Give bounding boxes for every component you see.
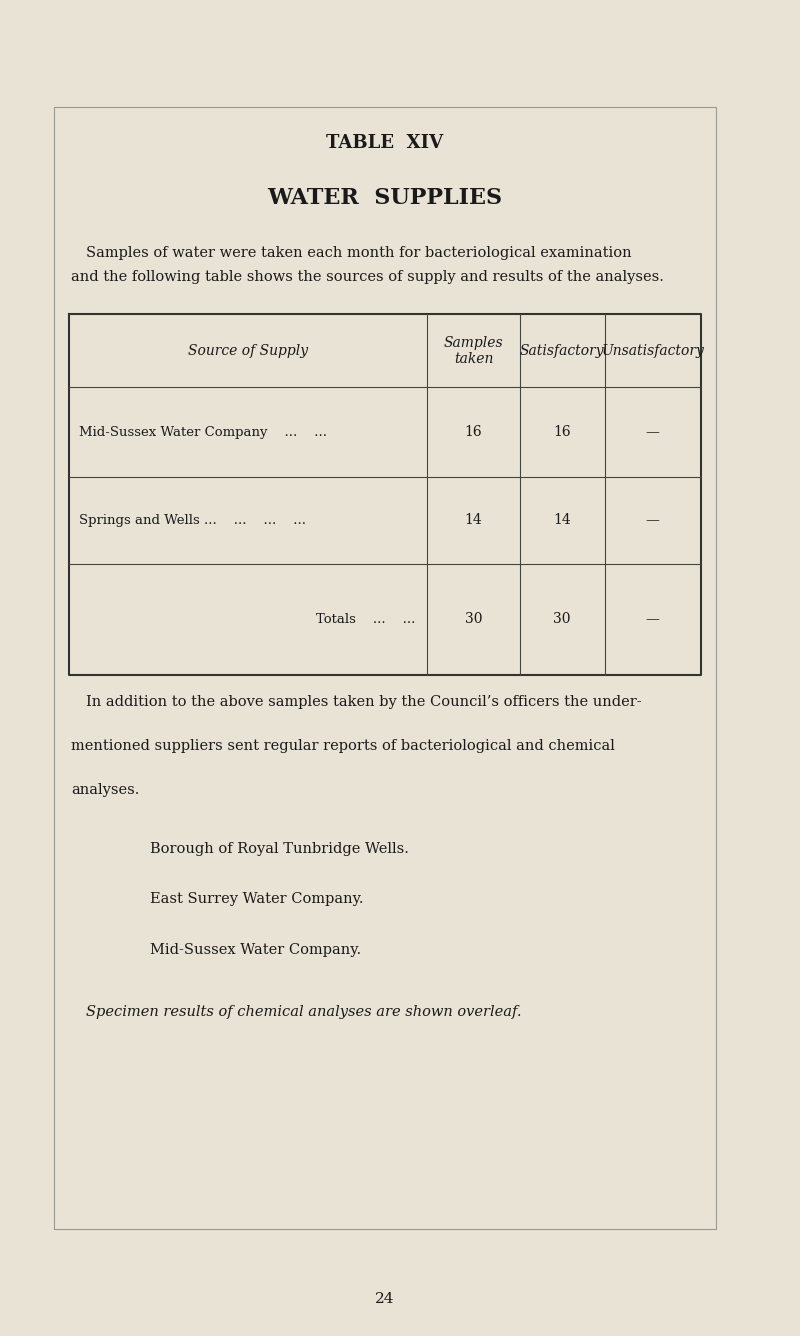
Text: 16: 16 <box>465 425 482 440</box>
Text: Unsatisfactory: Unsatisfactory <box>602 343 704 358</box>
Text: 30: 30 <box>465 612 482 627</box>
Text: Mid-Sussex Water Company.: Mid-Sussex Water Company. <box>150 943 362 957</box>
Text: 24: 24 <box>375 1292 394 1305</box>
Text: Specimen results of chemical analyses are shown overleaf.: Specimen results of chemical analyses ar… <box>86 1005 522 1018</box>
Text: —: — <box>646 425 659 440</box>
Text: Satisfactory: Satisfactory <box>520 343 605 358</box>
Text: WATER  SUPPLIES: WATER SUPPLIES <box>267 187 502 208</box>
Text: —: — <box>646 513 659 528</box>
Text: mentioned suppliers sent regular reports of bacteriological and chemical: mentioned suppliers sent regular reports… <box>71 739 614 752</box>
Text: 14: 14 <box>554 513 571 528</box>
Text: 16: 16 <box>554 425 571 440</box>
Text: East Surrey Water Company.: East Surrey Water Company. <box>150 892 364 906</box>
Text: Borough of Royal Tunbridge Wells.: Borough of Royal Tunbridge Wells. <box>150 842 409 855</box>
Text: 30: 30 <box>554 612 571 627</box>
Text: Samples
taken: Samples taken <box>444 335 503 366</box>
Text: 14: 14 <box>465 513 482 528</box>
Text: and the following table shows the sources of supply and results of the analyses.: and the following table shows the source… <box>71 270 664 283</box>
Text: TABLE  XIV: TABLE XIV <box>326 134 444 152</box>
Text: Samples of water were taken each month for bacteriological examination: Samples of water were taken each month f… <box>86 246 632 259</box>
FancyBboxPatch shape <box>54 107 716 1229</box>
Text: analyses.: analyses. <box>71 783 139 796</box>
Text: —: — <box>646 612 659 627</box>
Text: In addition to the above samples taken by the Council’s officers the under-: In addition to the above samples taken b… <box>86 695 642 708</box>
Text: Totals    ...    ...: Totals ... ... <box>317 613 416 625</box>
Text: Source of Supply: Source of Supply <box>188 343 309 358</box>
Text: Mid-Sussex Water Company    ...    ...: Mid-Sussex Water Company ... ... <box>78 426 326 438</box>
Text: Springs and Wells ...    ...    ...    ...: Springs and Wells ... ... ... ... <box>78 514 306 526</box>
